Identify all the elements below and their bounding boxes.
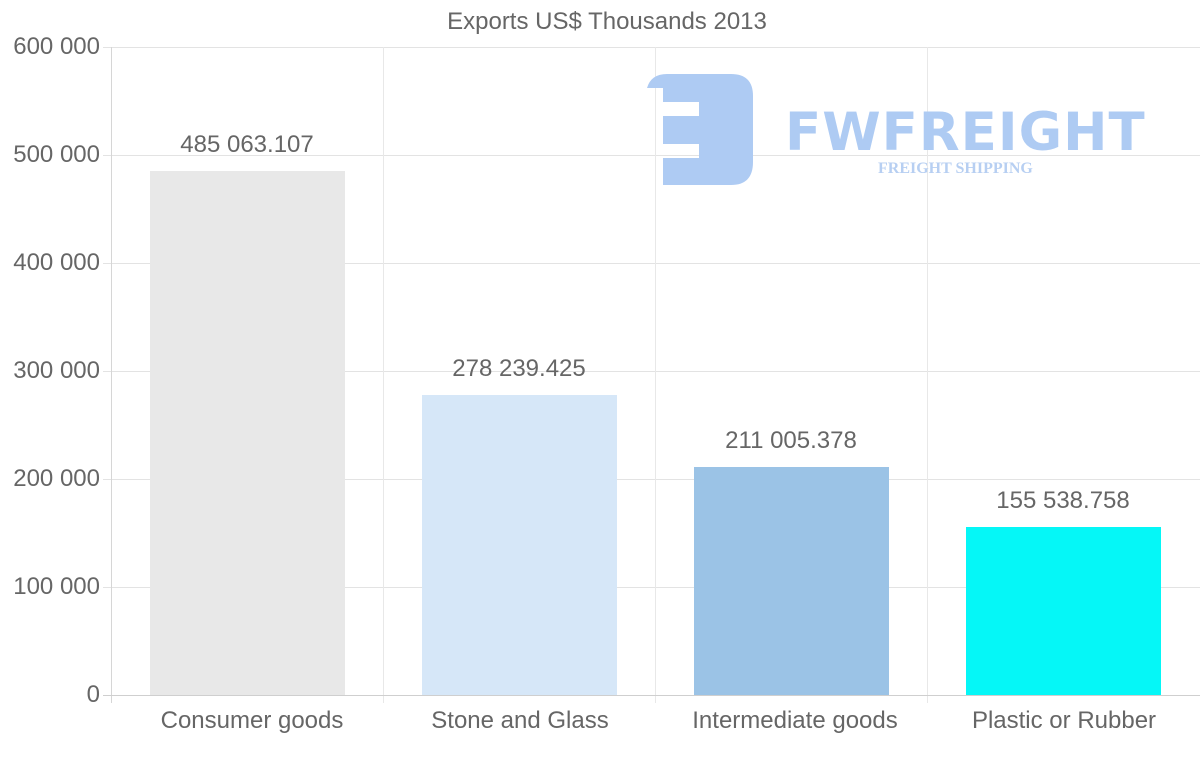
x-tick-label: Intermediate goods xyxy=(692,707,898,734)
vgrid-1 xyxy=(383,47,384,703)
plot-area: 485 063.107 278 239.425 211 005.378 155 … xyxy=(13,33,1200,708)
chart-title: Exports US$ Thousands 2013 xyxy=(447,8,767,35)
gridline-200000 xyxy=(103,479,1200,480)
value-label: 155 538.758 xyxy=(996,487,1130,514)
y-tick-label: 300 000 xyxy=(13,357,100,384)
y-tick-label: 0 xyxy=(86,681,100,708)
x-tick-label: Stone and Glass xyxy=(431,707,609,734)
x-axis-line xyxy=(103,695,1200,696)
watermark-logo: FWFREIGHT FREIGHT SHIPPING xyxy=(647,74,1167,189)
vgrid-3 xyxy=(927,47,928,703)
bar-intermediate-goods[interactable] xyxy=(694,467,889,695)
y-tick-label: 200 000 xyxy=(13,465,100,492)
gridline-500000 xyxy=(103,155,1200,156)
gridline-100000 xyxy=(103,587,1200,588)
y-axis-line xyxy=(111,47,112,703)
value-label: 485 063.107 xyxy=(180,131,314,158)
y-tick-label: 100 000 xyxy=(13,573,100,600)
value-label: 278 239.425 xyxy=(452,355,586,382)
gridline-400000 xyxy=(103,263,1200,264)
gridline-300000 xyxy=(103,371,1200,372)
vgrid-2 xyxy=(655,47,656,703)
bar-consumer-goods[interactable] xyxy=(150,171,345,695)
y-tick-label: 500 000 xyxy=(13,141,100,168)
value-label: 211 005.378 xyxy=(725,427,857,454)
bar-stone-and-glass[interactable] xyxy=(422,395,617,695)
x-tick-label: Plastic or Rubber xyxy=(971,707,1157,734)
watermark-tagline: FREIGHT SHIPPING xyxy=(878,160,1033,177)
bar-plastic-or-rubber[interactable] xyxy=(966,527,1161,695)
fw-logo-icon xyxy=(647,74,753,185)
x-tick-label: Consumer goods xyxy=(160,707,344,734)
y-tick-label: 600 000 xyxy=(13,33,100,60)
watermark-brand: FWFREIGHT xyxy=(785,102,1146,163)
y-tick-label: 400 000 xyxy=(13,249,100,276)
gridline-600000 xyxy=(103,47,1200,48)
